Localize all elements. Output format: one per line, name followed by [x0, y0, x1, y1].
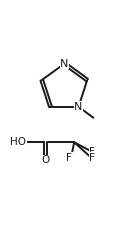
- Text: O: O: [42, 155, 50, 165]
- Text: N: N: [74, 102, 83, 112]
- Text: HO: HO: [10, 137, 26, 147]
- Text: N: N: [60, 59, 69, 68]
- Text: F: F: [89, 153, 95, 163]
- Text: F: F: [89, 147, 95, 157]
- Text: F: F: [66, 153, 72, 163]
